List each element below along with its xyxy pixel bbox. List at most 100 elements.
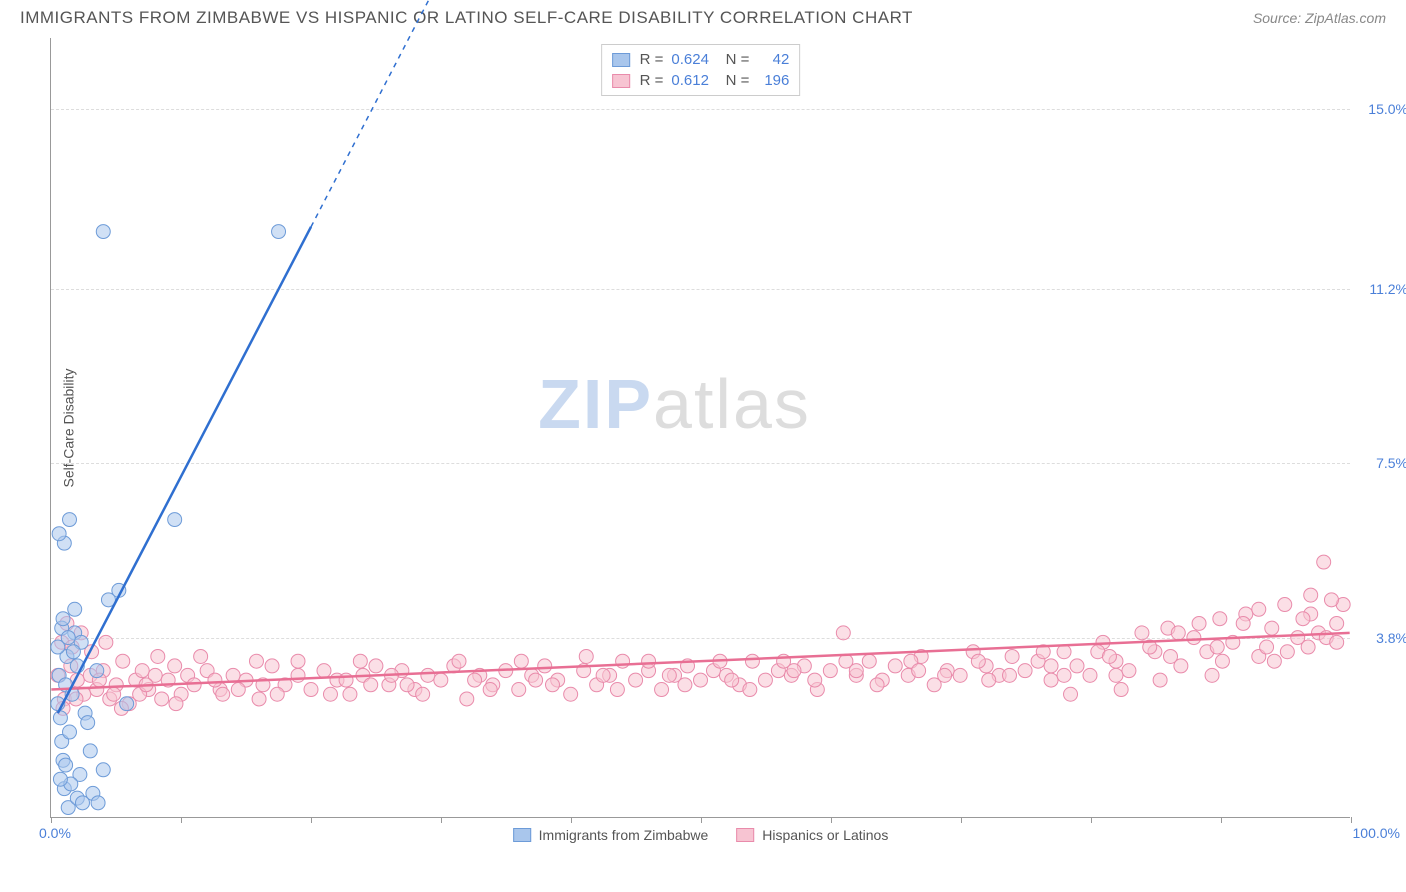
scatter-point-pink	[743, 683, 757, 697]
scatter-point-pink	[1044, 659, 1058, 673]
scatter-point-pink	[1164, 649, 1178, 663]
scatter-point-pink	[452, 654, 466, 668]
scatter-point-blue	[53, 711, 67, 725]
scatter-point-pink	[1109, 668, 1123, 682]
x-axis-min-label: 0.0%	[39, 825, 71, 841]
scatter-point-pink	[662, 668, 676, 682]
scatter-point-pink	[564, 687, 578, 701]
scatter-point-pink	[1278, 598, 1292, 612]
scatter-point-pink	[291, 654, 305, 668]
scatter-point-pink	[400, 678, 414, 692]
y-tick-label: 7.5%	[1376, 455, 1406, 471]
scatter-point-pink	[1301, 640, 1315, 654]
scatter-point-pink	[529, 673, 543, 687]
scatter-point-pink	[1304, 588, 1318, 602]
scatter-point-pink	[596, 668, 610, 682]
scatter-point-pink	[1265, 621, 1279, 635]
y-tick-label: 11.2%	[1369, 281, 1406, 297]
scatter-point-pink	[836, 626, 850, 640]
scatter-point-pink	[982, 673, 996, 687]
scatter-point-pink	[1187, 631, 1201, 645]
chart-container: Self-Care Disability 3.8%7.5%11.2%15.0% …	[50, 38, 1380, 846]
scatter-point-pink	[1317, 555, 1331, 569]
scatter-point-pink	[1005, 649, 1019, 663]
scatter-point-blue	[56, 612, 70, 626]
legend-blue-n-value: 42	[757, 51, 789, 68]
x-axis-max-label: 100.0%	[1353, 825, 1400, 841]
scatter-point-pink	[208, 673, 222, 687]
scatter-point-pink	[323, 687, 337, 701]
scatter-point-pink	[483, 683, 497, 697]
scatter-point-pink	[808, 673, 822, 687]
scatter-point-pink	[888, 659, 902, 673]
legend-item-blue: Immigrants from Zimbabwe	[513, 827, 709, 843]
chart-source: Source: ZipAtlas.com	[1253, 10, 1386, 26]
scatter-point-blue	[59, 758, 73, 772]
y-tick-label: 15.0%	[1368, 101, 1406, 117]
scatter-point-blue	[53, 772, 67, 786]
scatter-point-pink	[468, 673, 482, 687]
scatter-point-pink	[460, 692, 474, 706]
scatter-point-pink	[231, 683, 245, 697]
scatter-point-pink	[1192, 616, 1206, 630]
legend-row-blue: R = 0.624 N = 42	[612, 49, 790, 70]
scatter-point-pink	[99, 635, 113, 649]
legend-item-pink: Hispanics or Latinos	[736, 827, 888, 843]
scatter-point-pink	[270, 687, 284, 701]
legend-r-label: R =	[640, 72, 664, 89]
scatter-point-pink	[745, 654, 759, 668]
scatter-point-pink	[168, 659, 182, 673]
scatter-point-pink	[823, 664, 837, 678]
scatter-point-pink	[629, 673, 643, 687]
scatter-point-pink	[369, 659, 383, 673]
scatter-point-pink	[870, 678, 884, 692]
legend-swatch-pink-icon	[612, 74, 630, 88]
scatter-point-pink	[1215, 654, 1229, 668]
scatter-point-pink	[1057, 668, 1071, 682]
scatter-point-pink	[304, 683, 318, 697]
scatter-point-pink	[265, 659, 279, 673]
scatter-point-pink	[538, 659, 552, 673]
scatter-point-pink	[151, 649, 165, 663]
trend-line-extrapolated	[311, 0, 441, 227]
scatter-plot-svg	[51, 38, 1350, 817]
scatter-point-pink	[953, 668, 967, 682]
scatter-point-pink	[116, 654, 130, 668]
scatter-point-pink	[579, 649, 593, 663]
scatter-point-blue	[68, 602, 82, 616]
scatter-point-pink	[353, 654, 367, 668]
scatter-point-blue	[91, 796, 105, 810]
scatter-point-pink	[678, 678, 692, 692]
scatter-point-pink	[1267, 654, 1281, 668]
scatter-point-blue	[81, 716, 95, 730]
scatter-point-pink	[514, 654, 528, 668]
legend-n-label: N =	[721, 72, 749, 89]
scatter-point-pink	[971, 654, 985, 668]
scatter-point-pink	[1003, 668, 1017, 682]
scatter-point-pink	[655, 683, 669, 697]
scatter-point-pink	[912, 664, 926, 678]
scatter-point-pink	[249, 654, 263, 668]
legend-swatch-pink-icon	[736, 828, 754, 842]
scatter-point-pink	[252, 692, 266, 706]
scatter-point-pink	[694, 673, 708, 687]
scatter-point-pink	[169, 697, 183, 711]
scatter-point-pink	[1122, 664, 1136, 678]
scatter-point-blue	[61, 631, 75, 645]
legend-blue-label: Immigrants from Zimbabwe	[539, 827, 709, 843]
scatter-point-pink	[1330, 635, 1344, 649]
scatter-point-pink	[1260, 640, 1274, 654]
scatter-point-pink	[421, 668, 435, 682]
scatter-point-pink	[1044, 673, 1058, 687]
scatter-point-pink	[1324, 593, 1338, 607]
y-tick-label: 3.8%	[1376, 630, 1406, 646]
scatter-point-pink	[1057, 645, 1071, 659]
legend-n-label: N =	[721, 51, 749, 68]
scatter-point-pink	[343, 687, 357, 701]
scatter-point-pink	[849, 664, 863, 678]
legend-swatch-blue-icon	[513, 828, 531, 842]
scatter-point-pink	[107, 687, 121, 701]
scatter-point-pink	[1280, 645, 1294, 659]
legend-swatch-blue-icon	[612, 53, 630, 67]
scatter-point-pink	[512, 683, 526, 697]
